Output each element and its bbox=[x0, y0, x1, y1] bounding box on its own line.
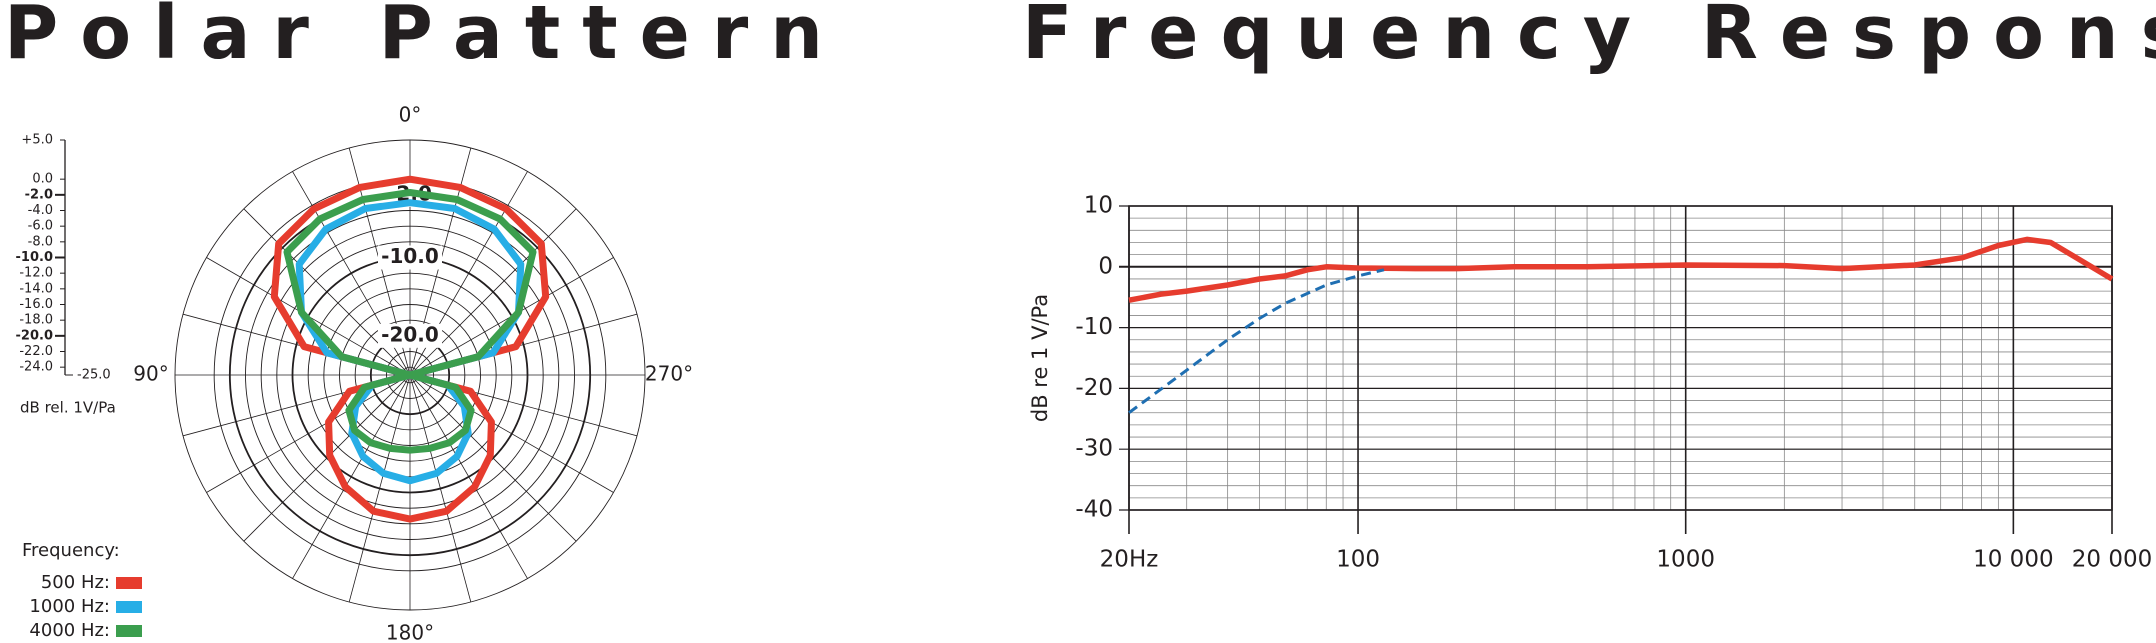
angle-label: 270° bbox=[645, 362, 693, 386]
spoke bbox=[292, 374, 411, 579]
scale-label: -20.0 bbox=[16, 328, 53, 343]
scale-label: -24.0 bbox=[19, 360, 53, 375]
scale-label: -4.0 bbox=[28, 203, 53, 218]
x-tick-label: 20Hz bbox=[1100, 547, 1159, 573]
spoke bbox=[409, 374, 528, 579]
polar-line bbox=[283, 189, 537, 454]
y-tick-label: -30 bbox=[1075, 436, 1113, 462]
spoke bbox=[409, 374, 614, 493]
legend-label: 4000 Hz: bbox=[29, 620, 110, 641]
spoke bbox=[409, 374, 472, 603]
legend-swatch bbox=[116, 577, 142, 589]
legend-label: 500 Hz: bbox=[41, 572, 110, 593]
scale-label: -10.0 bbox=[16, 250, 53, 265]
angle-label: 90° bbox=[133, 362, 168, 386]
polar-line bbox=[270, 175, 550, 523]
scale-label: -25.0 bbox=[77, 368, 111, 383]
ring-label: -10.0 bbox=[381, 244, 439, 268]
y-tick-label: -20 bbox=[1075, 375, 1113, 401]
angle-label: 180° bbox=[386, 621, 434, 643]
legend-title: Frequency: bbox=[22, 540, 120, 561]
scale-label: -14.0 bbox=[19, 281, 53, 296]
scale-label: -8.0 bbox=[28, 234, 53, 249]
scale-label: -16.0 bbox=[19, 297, 53, 312]
legend-label: 1000 Hz: bbox=[29, 596, 110, 617]
spoke bbox=[243, 374, 411, 542]
plot-frame bbox=[1128, 205, 2113, 511]
ring-label-bg bbox=[378, 323, 442, 348]
y-tick-label: 10 bbox=[1084, 193, 1113, 219]
y-tick-label: 0 bbox=[1098, 253, 1113, 279]
x-tick-label: 1000 bbox=[1656, 547, 1715, 573]
scale-title: dB rel. 1V/Pa bbox=[20, 399, 116, 417]
scale-label: -2.0 bbox=[25, 187, 53, 202]
ring-label: -20.0 bbox=[381, 322, 439, 346]
ring-label-bg bbox=[378, 245, 442, 270]
y-axis-label: dB re 1 V/Pa bbox=[1028, 294, 1052, 422]
x-tick-label: 20 000 bbox=[2072, 547, 2152, 573]
scale-label: 0.0 bbox=[32, 172, 53, 187]
chart-title: Polar Pattern bbox=[4, 0, 845, 76]
angle-label: 0° bbox=[399, 103, 422, 127]
line bbox=[1128, 268, 1385, 414]
x-tick-label: 10 000 bbox=[1973, 547, 2053, 573]
legend-swatch bbox=[116, 601, 142, 613]
spoke bbox=[348, 374, 411, 603]
y-tick-label: -10 bbox=[1075, 314, 1113, 340]
x-tick-label: 100 bbox=[1336, 547, 1380, 573]
scale-label: -18.0 bbox=[19, 313, 53, 328]
spoke bbox=[206, 374, 411, 493]
legend-swatch bbox=[116, 625, 142, 637]
scale-label: -6.0 bbox=[28, 219, 53, 234]
scale-label: +5.0 bbox=[21, 133, 53, 148]
line bbox=[1128, 236, 2114, 303]
spoke bbox=[409, 374, 577, 542]
scale-label: -22.0 bbox=[19, 344, 53, 359]
chart-title: Frequency Response bbox=[1022, 0, 2156, 76]
y-tick-label: -40 bbox=[1075, 497, 1113, 523]
scale-label: -12.0 bbox=[19, 266, 53, 281]
